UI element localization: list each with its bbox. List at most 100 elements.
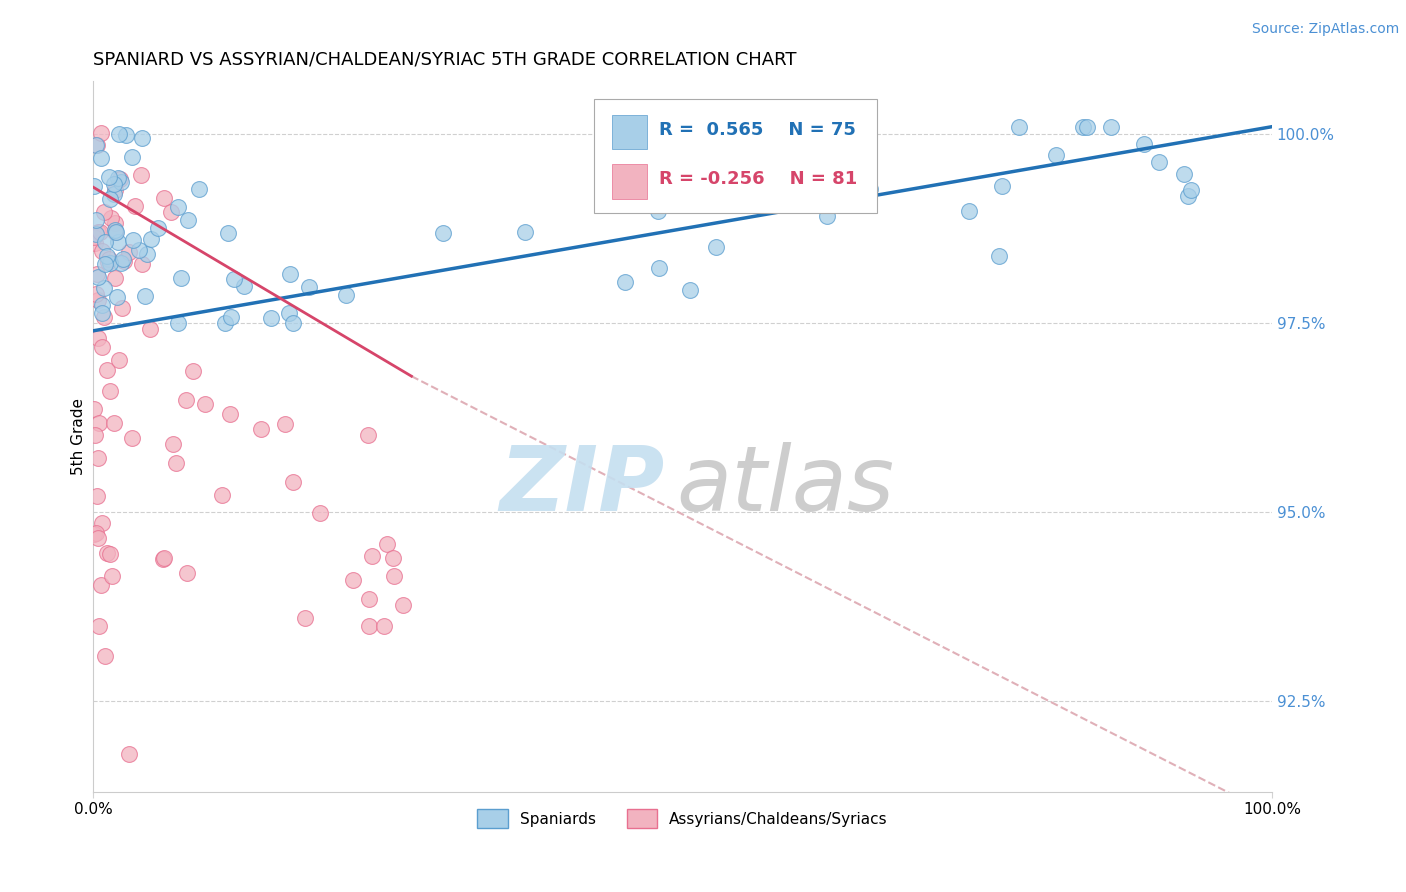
Point [1071, 120, 1094, 134]
Point [83, 230, 105, 244]
Point [103, 187, 125, 202]
Point [250, 422, 273, 436]
Point [375, 536, 398, 550]
Point [87, 451, 110, 466]
Point [83, 401, 105, 416]
Point [281, 316, 304, 330]
Point [1008, 120, 1031, 134]
Point [135, 247, 157, 261]
Point [342, 574, 364, 588]
Point [104, 225, 127, 239]
Point [1045, 148, 1067, 162]
Point [152, 551, 174, 566]
Point [146, 220, 169, 235]
Point [139, 232, 162, 246]
Point [83, 179, 105, 194]
Point [110, 255, 132, 269]
Point [83, 235, 105, 250]
Point [98, 192, 121, 206]
Point [91, 306, 114, 320]
Point [991, 178, 1014, 193]
Point [84, 227, 107, 242]
Point [108, 127, 131, 141]
Point [117, 747, 139, 761]
Point [373, 618, 395, 632]
Y-axis label: 5th Grade: 5th Grade [72, 398, 86, 475]
Point [1132, 136, 1154, 151]
Point [128, 244, 150, 258]
Point [706, 240, 728, 254]
Point [110, 171, 132, 186]
Point [162, 437, 184, 451]
Point [357, 428, 380, 442]
Point [104, 183, 127, 197]
Point [107, 170, 129, 185]
Point [114, 128, 136, 143]
Point [153, 550, 176, 565]
Point [87, 270, 110, 285]
Point [139, 322, 162, 336]
Point [167, 316, 190, 330]
Point [131, 130, 153, 145]
Point [118, 244, 141, 259]
Point [90, 244, 112, 259]
Point [84, 138, 107, 153]
Point [86, 137, 108, 152]
Point [298, 280, 321, 294]
Point [176, 566, 198, 580]
Point [1099, 120, 1122, 134]
Point [104, 223, 127, 237]
Point [381, 551, 404, 566]
Point [87, 417, 110, 431]
Point [98, 255, 121, 269]
Point [281, 475, 304, 489]
Point [357, 618, 380, 632]
Point [87, 531, 110, 545]
Point [93, 204, 115, 219]
Point [957, 203, 980, 218]
Point [308, 506, 330, 520]
Point [392, 598, 415, 612]
Point [1180, 183, 1202, 197]
Point [98, 252, 121, 266]
FancyBboxPatch shape [595, 99, 877, 213]
Point [89, 225, 111, 239]
Point [104, 216, 127, 230]
Point [167, 200, 190, 214]
Point [96, 255, 118, 269]
Point [83, 428, 105, 442]
Point [84, 286, 107, 301]
Point [188, 182, 211, 196]
Point [112, 252, 135, 267]
Point [335, 287, 357, 301]
Point [294, 611, 316, 625]
Point [103, 416, 125, 430]
Point [105, 225, 128, 239]
Point [211, 488, 233, 502]
Point [86, 267, 108, 281]
Point [134, 289, 156, 303]
Point [274, 417, 297, 432]
Point [278, 268, 301, 282]
Text: atlas: atlas [676, 442, 894, 531]
Text: ZIP: ZIP [499, 442, 665, 531]
Point [357, 592, 380, 607]
Point [221, 310, 243, 324]
Point [1076, 120, 1098, 134]
Point [87, 618, 110, 632]
Point [219, 407, 242, 421]
Point [96, 249, 118, 263]
Point [90, 126, 112, 140]
Point [103, 177, 125, 191]
Text: R =  0.565    N = 75: R = 0.565 N = 75 [659, 120, 856, 138]
Point [90, 298, 112, 312]
Point [153, 191, 176, 205]
FancyBboxPatch shape [612, 164, 647, 199]
FancyBboxPatch shape [612, 115, 647, 149]
Point [648, 260, 671, 275]
Point [96, 546, 118, 560]
Point [1173, 167, 1195, 181]
Point [100, 211, 122, 225]
Point [110, 175, 132, 189]
Point [112, 254, 135, 268]
